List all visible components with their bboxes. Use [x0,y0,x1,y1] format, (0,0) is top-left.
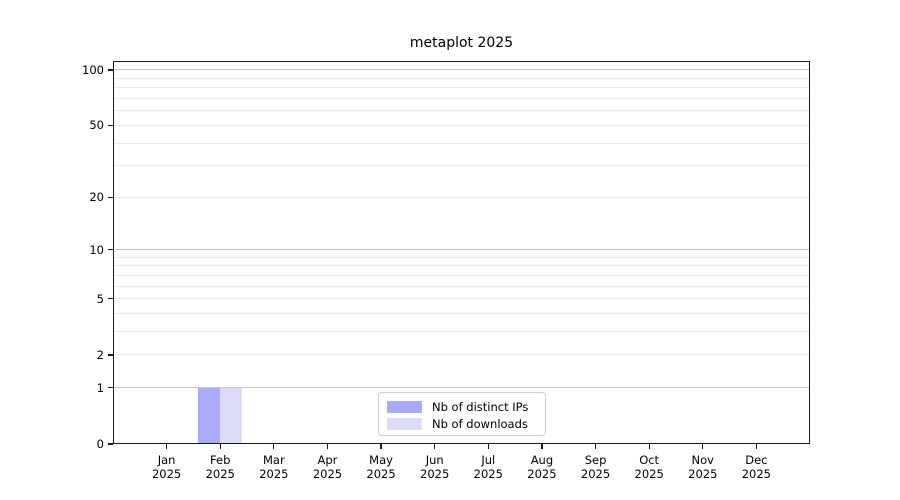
y-axis-tick-mark [108,124,113,126]
y-axis-tick-label: 100 [82,62,104,77]
x-tick-month: May [369,453,393,467]
x-tick-year: 2025 [205,467,235,481]
x-axis-tick-mark [487,444,489,449]
legend-swatch-downloads [387,417,422,430]
y-axis-tick-mark [108,196,113,198]
x-axis-tick-mark [594,444,597,449]
legend-label-downloads: Nb of downloads [432,416,528,431]
x-tick-year: 2025 [741,467,772,481]
minor-gridline [113,196,810,198]
x-tick-month: Aug [530,453,554,467]
legend: Nb of distinct IPs Nb of downloads [378,392,546,436]
x-axis-tick-mark [219,444,221,449]
x-tick-month: Nov [691,453,714,467]
x-tick-month: Dec [745,453,768,467]
x-tick-month: Apr [317,453,338,467]
x-axis-tick-label: Oct 2025 [614,453,684,481]
x-tick-month: Mar [262,453,285,467]
x-axis-tick-mark [166,444,168,449]
minor-gridline [113,98,810,100]
bar-distinct-ips [198,387,220,444]
y-axis-tick-label: 0 [96,437,104,451]
major-gridline [113,249,810,251]
minor-gridline [113,298,810,300]
minor-gridline [113,142,810,144]
x-axis-tick-mark [326,444,329,449]
x-tick-year: 2025 [473,467,503,481]
minor-gridline [113,354,810,356]
y-axis-tick-label: 10 [89,242,104,257]
bar-downloads [220,387,242,444]
x-axis-tick-label: Mar 2025 [239,453,309,481]
x-tick-year: 2025 [259,467,289,481]
x-tick-year: 2025 [688,467,718,481]
y-axis-tick-label: 1 [96,380,104,395]
chart-title: metaplot 2025 [409,35,514,51]
x-axis-tick-label: Aug 2025 [507,453,577,481]
x-tick-month: Feb [210,453,231,467]
plot-area [113,61,810,444]
x-axis-tick-label: Nov 2025 [668,453,738,481]
y-axis-tick-mark [108,298,113,300]
x-tick-year: 2025 [366,467,396,481]
y-axis-tick-mark [108,354,113,356]
x-tick-year: 2025 [527,467,557,481]
x-tick-month: Jun [425,453,444,467]
x-tick-year: 2025 [634,467,664,481]
x-tick-year: 2025 [151,467,182,481]
x-tick-year: 2025 [312,467,343,481]
major-gridline [113,387,810,389]
x-axis-tick-label: Jan 2025 [132,453,202,481]
minor-gridline [113,274,810,276]
major-gridline [113,69,810,71]
x-axis-tick-label: Sep 2025 [561,453,631,481]
minor-gridline [113,87,810,89]
y-axis-tick-mark [108,249,113,251]
legend-item-distinct-ips: Nb of distinct IPs [387,398,537,415]
x-axis-tick-label: Dec 2025 [721,453,791,481]
x-axis-tick-mark [434,444,436,449]
minor-gridline [113,110,810,112]
x-axis-tick-mark [541,444,543,449]
minor-gridline [113,165,810,167]
minor-gridline [113,265,810,267]
x-axis-tick-mark [648,444,650,449]
x-tick-month: Oct [639,453,660,467]
x-axis-tick-mark [755,444,757,449]
y-axis-tick-label: 20 [89,190,104,205]
x-axis-tick-label: Apr 2025 [292,453,362,481]
x-axis-tick-label: Jul 2025 [453,453,523,481]
legend-item-downloads: Nb of downloads [387,415,537,432]
legend-label-distinct-ips: Nb of distinct IPs [432,399,529,414]
y-axis-tick-mark [108,387,113,389]
x-tick-month: Jul [481,453,496,467]
minor-gridline [113,77,810,79]
x-tick-year: 2025 [580,467,611,481]
minor-gridline [113,256,810,258]
x-axis-tick-label: May 2025 [346,453,416,481]
minor-gridline [113,285,810,287]
legend-swatch-distinct-ips [387,400,422,413]
y-axis-tick-mark [108,69,113,71]
y-axis-tick-mark [108,443,113,445]
y-axis-tick-label: 5 [96,291,104,306]
x-axis-tick-mark [702,444,704,449]
x-axis-tick-label: Jun 2025 [400,453,470,481]
x-axis-tick-label: Feb 2025 [185,453,255,481]
y-axis-tick-label: 50 [89,118,104,133]
x-tick-year: 2025 [420,467,450,481]
x-tick-month: Jan [157,453,176,467]
minor-gridline [113,313,810,315]
x-axis-tick-mark [380,444,382,449]
minor-gridline [113,331,810,333]
minor-gridline [113,124,810,126]
x-tick-month: Sep [584,453,607,467]
y-axis-tick-label: 2 [96,347,104,362]
x-axis-tick-mark [273,444,275,449]
